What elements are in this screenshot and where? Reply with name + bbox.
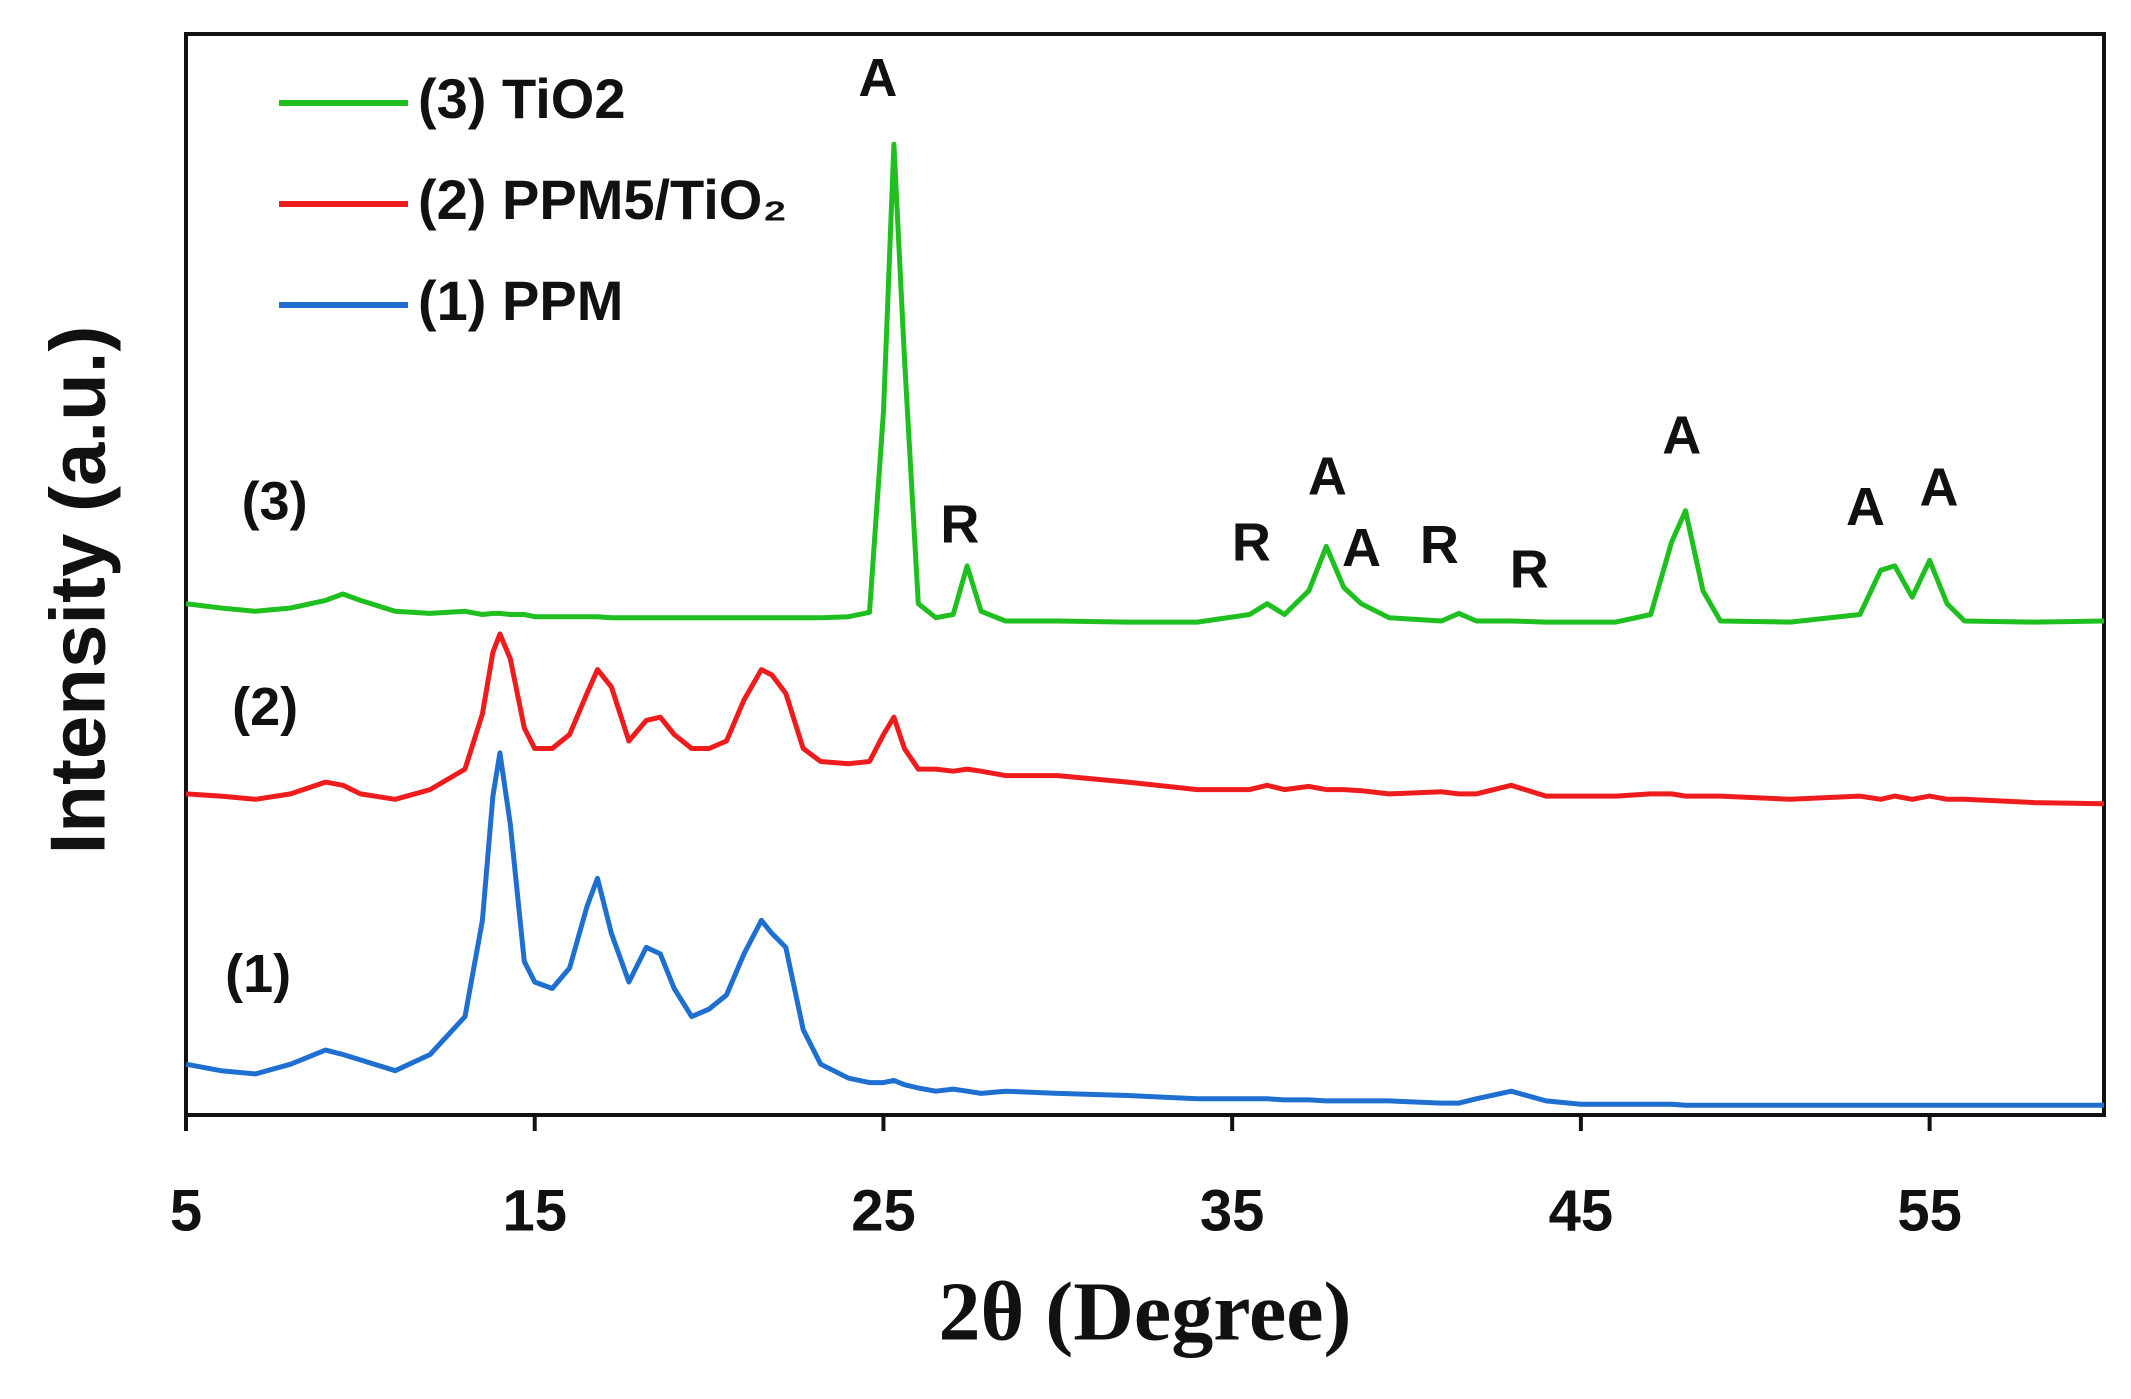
peak-annotation: R xyxy=(1510,540,1549,600)
peak-annotation: R xyxy=(940,494,979,554)
x-tick-label: 15 xyxy=(502,1178,567,1243)
peak-annotation: A xyxy=(858,48,897,108)
y-axis-title: Intensity (a.u.) xyxy=(34,326,122,855)
peak-annotation: A xyxy=(1846,477,1885,537)
x-tick-label: 55 xyxy=(1897,1178,1962,1243)
x-tick-label: 45 xyxy=(1549,1178,1614,1243)
data-line xyxy=(185,631,2105,807)
peak-annotation: A xyxy=(1342,518,1381,578)
legend-label: (1) PPM xyxy=(418,269,623,332)
data-line xyxy=(185,750,2104,1108)
peak-annotation: R xyxy=(1232,513,1271,573)
peak-annotation: R xyxy=(1420,515,1459,575)
x-tick-label: 25 xyxy=(851,1178,916,1243)
legend-label: (3) TiO2 xyxy=(418,67,625,130)
plot-frame xyxy=(184,32,2106,1117)
peak-annotation: (2) xyxy=(232,677,298,737)
x-tick-label: 5 xyxy=(170,1178,202,1243)
peak-annotation: (1) xyxy=(225,944,291,1004)
x-tick-label: 35 xyxy=(1200,1178,1265,1243)
x-axis-title: 2θ (Degree) xyxy=(938,1265,1351,1358)
peak-annotation: A xyxy=(1308,447,1347,507)
peak-annotation: (3) xyxy=(242,472,308,532)
data-line xyxy=(185,141,2105,625)
legend-label: (2) PPM5/TiO₂ xyxy=(418,168,787,231)
peak-annotation: A xyxy=(1662,406,1701,466)
peak-annotation: A xyxy=(1920,458,1959,518)
